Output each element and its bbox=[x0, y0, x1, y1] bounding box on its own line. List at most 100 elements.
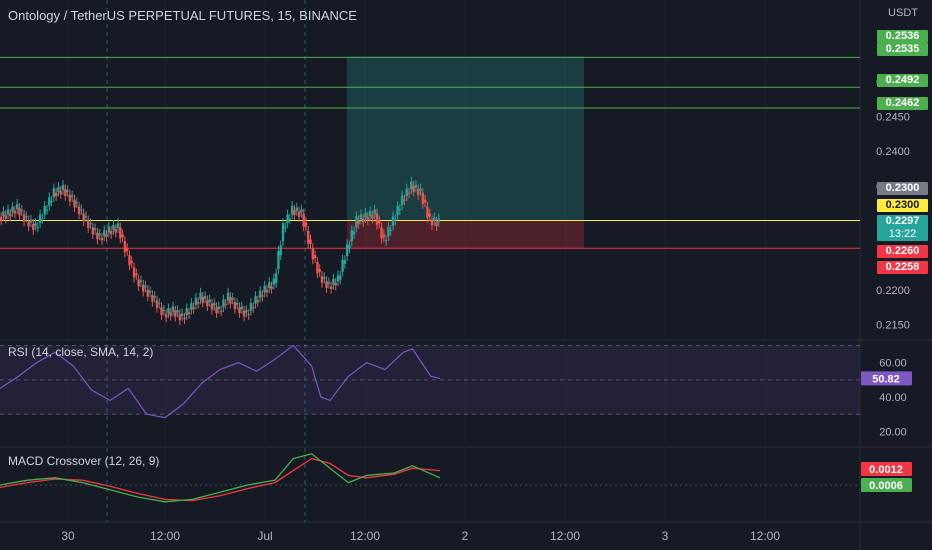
price-tag: 0.2536 bbox=[877, 30, 928, 43]
candle-body bbox=[256, 300, 260, 302]
price-tick-label: 0.2200 bbox=[876, 285, 910, 297]
candle-body bbox=[68, 194, 72, 202]
candle-body bbox=[190, 303, 193, 310]
candle-body bbox=[394, 219, 397, 221]
candle-body bbox=[309, 239, 312, 245]
candle-body bbox=[231, 297, 234, 300]
macd-signal-line bbox=[0, 457, 441, 502]
candle-body bbox=[258, 290, 262, 298]
candle-body bbox=[180, 313, 184, 316]
candle-body bbox=[286, 214, 289, 224]
candle-body bbox=[426, 206, 429, 218]
candle-body bbox=[405, 188, 408, 197]
candle-body bbox=[169, 312, 172, 316]
candle-body bbox=[11, 206, 14, 213]
candle-body bbox=[320, 276, 324, 283]
candle-body bbox=[297, 211, 301, 217]
candle-body bbox=[240, 306, 243, 309]
time-label: 12:00 bbox=[150, 529, 180, 543]
candle-body bbox=[414, 185, 418, 188]
candle-body bbox=[197, 302, 200, 304]
candle-body bbox=[316, 262, 319, 274]
time-label: 12:00 bbox=[350, 529, 380, 543]
candle-body bbox=[96, 232, 99, 240]
rsi-band bbox=[0, 345, 860, 415]
candle-body bbox=[29, 219, 33, 223]
candle-body bbox=[302, 213, 305, 227]
candle-body bbox=[137, 279, 140, 287]
macd-value-label: 0.0012 bbox=[869, 464, 903, 476]
bar-countdown: 13:22 bbox=[888, 228, 917, 240]
candle-body bbox=[116, 223, 120, 229]
rsi-title: RSI (14, close, SMA, 14, 2) bbox=[8, 345, 154, 359]
candle-body bbox=[428, 213, 431, 217]
candle-body bbox=[215, 307, 218, 314]
candle-body bbox=[125, 248, 129, 252]
candle-body bbox=[2, 211, 5, 217]
price-tag: 0.2260 bbox=[877, 245, 928, 258]
price-tag: 0.2300 bbox=[877, 199, 928, 212]
candle-body bbox=[32, 223, 35, 230]
candle-body bbox=[41, 218, 44, 220]
candle-body bbox=[171, 306, 175, 312]
candle-body bbox=[226, 292, 230, 301]
candle-body bbox=[430, 220, 434, 226]
price-tag: 0.2258 bbox=[877, 261, 928, 274]
candle-body bbox=[80, 209, 83, 211]
candle-body bbox=[313, 255, 317, 258]
candle-body bbox=[290, 205, 294, 215]
macd-value-label: 0.0006 bbox=[869, 480, 903, 492]
time-label: 12:00 bbox=[750, 529, 780, 543]
candle-body bbox=[22, 214, 26, 222]
price-tag: 0.2462 bbox=[877, 97, 928, 110]
candle-body bbox=[419, 188, 422, 191]
macd-value-tag bbox=[861, 462, 912, 476]
rsi-tick-label: 20.00 bbox=[879, 426, 907, 438]
candle-body bbox=[36, 227, 40, 229]
candle-body bbox=[352, 231, 356, 235]
candle-body bbox=[350, 230, 353, 242]
candle-body bbox=[304, 222, 308, 227]
macd-line bbox=[0, 453, 441, 503]
candle-body bbox=[268, 282, 271, 289]
candle-body bbox=[45, 209, 49, 211]
candle-body bbox=[284, 227, 287, 229]
time-label: 3 bbox=[662, 529, 669, 543]
candle-body bbox=[245, 310, 248, 313]
candle-body bbox=[229, 296, 232, 304]
candle-body bbox=[339, 275, 342, 280]
candle-body bbox=[224, 303, 227, 305]
macd-title: MACD Crossover (12, 26, 9) bbox=[8, 454, 160, 468]
candle-body bbox=[263, 285, 266, 293]
candle-body bbox=[112, 224, 115, 231]
candle-body bbox=[25, 216, 28, 218]
candle-body bbox=[281, 223, 285, 242]
candle-body bbox=[66, 190, 69, 192]
candle-body bbox=[421, 192, 425, 204]
rsi-tick-label: 40.00 bbox=[879, 392, 907, 404]
candle-body bbox=[199, 292, 202, 300]
candle-body bbox=[91, 227, 95, 235]
candle-body bbox=[105, 234, 108, 237]
candle-body bbox=[82, 213, 85, 222]
candle-body bbox=[178, 314, 182, 321]
currency-label: USDT bbox=[888, 7, 918, 19]
candle-body bbox=[380, 227, 383, 239]
candle-body bbox=[371, 215, 374, 219]
candle-body bbox=[100, 237, 104, 241]
candle-body bbox=[327, 282, 331, 284]
candle-body bbox=[187, 312, 191, 315]
candle-body bbox=[279, 245, 282, 256]
candle-body bbox=[210, 303, 214, 310]
candle-body bbox=[77, 206, 81, 215]
candle-body bbox=[194, 297, 198, 305]
candle-body bbox=[57, 186, 60, 192]
candle-body bbox=[75, 202, 78, 204]
candle-body bbox=[107, 226, 111, 233]
candle-body bbox=[87, 220, 90, 229]
candle-body bbox=[0, 217, 3, 221]
candle-body bbox=[238, 307, 241, 314]
candle-body bbox=[142, 284, 145, 292]
candle-body bbox=[400, 195, 404, 205]
